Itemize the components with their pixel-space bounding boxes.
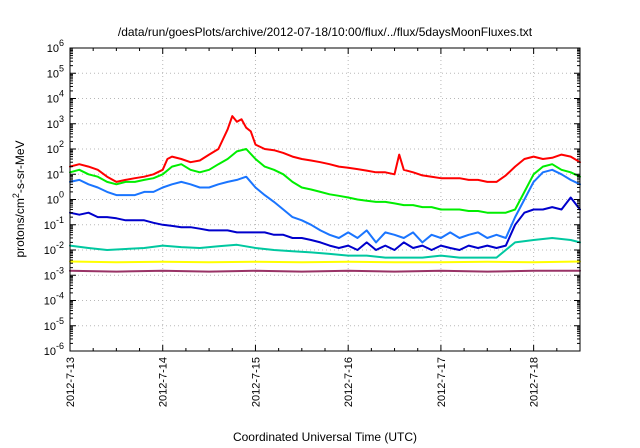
y-axis-label-main: protons/cm [13, 198, 27, 257]
series-line-4 [69, 196, 581, 251]
y-tick-exponent: -3 [56, 265, 64, 275]
y-tick-base: 10 [44, 270, 56, 282]
y-tick-exponent: -6 [56, 341, 64, 351]
x-tick-label: 2012-7-15 [250, 357, 262, 407]
y-tick-exponent: 5 [59, 63, 64, 73]
tick-layer: 10-610-510-410-310-210-11001011021031041… [44, 38, 581, 407]
y-axis-label-sup: 2 [11, 193, 21, 198]
y-tick-base: 10 [47, 195, 59, 207]
x-tick-label: 2012-7-14 [158, 357, 170, 407]
y-axis-label: protons/cm2-s-sr-MeV [11, 140, 27, 257]
x-axis-label: Coordinated Universal Time (UTC) [233, 430, 417, 444]
y-tick-exponent: -1 [56, 215, 64, 225]
chart-title: /data/run/goesPlots/archive/2012-07-18/1… [118, 25, 533, 39]
y-tick-label: 103 [47, 114, 64, 131]
series-line-7 [69, 269, 581, 273]
y-tick-label: 10-6 [44, 341, 64, 358]
series-line-5 [69, 237, 581, 259]
y-tick-exponent: 1 [59, 164, 64, 174]
series-line-1 [69, 115, 581, 183]
y-tick-label: 10-3 [44, 265, 64, 282]
y-tick-exponent: 0 [59, 190, 64, 200]
series-layer [69, 115, 581, 273]
x-tick-label: 2012-7-13 [65, 357, 77, 407]
y-tick-base: 10 [44, 245, 56, 257]
y-tick-exponent: -4 [56, 291, 64, 301]
y-tick-base: 10 [44, 220, 56, 232]
y-tick-base: 10 [47, 68, 59, 80]
y-tick-label: 10-2 [44, 240, 64, 257]
grid-layer [70, 48, 580, 351]
y-tick-base: 10 [47, 169, 59, 181]
y-tick-base: 10 [44, 346, 56, 358]
y-tick-exponent: -5 [56, 316, 64, 326]
y-tick-base: 10 [44, 296, 56, 308]
y-tick-label: 10-5 [44, 316, 64, 333]
y-axis-label-rest: -s-sr-MeV [13, 140, 27, 193]
y-tick-base: 10 [47, 94, 59, 106]
series-line-2 [69, 148, 581, 214]
y-tick-label: 10-4 [44, 291, 64, 308]
x-tick-label: 2012-7-17 [436, 357, 448, 407]
y-tick-exponent: 6 [59, 38, 64, 48]
y-tick-label: 102 [47, 139, 64, 156]
y-tick-label: 106 [47, 38, 64, 55]
y-tick-base: 10 [47, 119, 59, 131]
y-tick-label: 10-1 [44, 215, 64, 232]
y-tick-label: 101 [47, 164, 64, 181]
y-tick-base: 10 [44, 321, 56, 333]
y-tick-label: 100 [47, 190, 64, 207]
y-tick-exponent: 4 [59, 89, 64, 99]
y-tick-exponent: -2 [56, 240, 64, 250]
y-tick-base: 10 [47, 43, 59, 55]
series-line-3 [69, 168, 581, 244]
x-tick-label: 2012-7-16 [343, 357, 355, 407]
y-tick-label: 105 [47, 63, 64, 80]
y-tick-label: 104 [47, 89, 64, 106]
x-tick-label: 2012-7-18 [529, 357, 541, 407]
y-tick-exponent: 2 [59, 139, 64, 149]
y-tick-exponent: 3 [59, 114, 64, 124]
series-line-6 [69, 260, 581, 264]
y-tick-base: 10 [47, 144, 59, 156]
